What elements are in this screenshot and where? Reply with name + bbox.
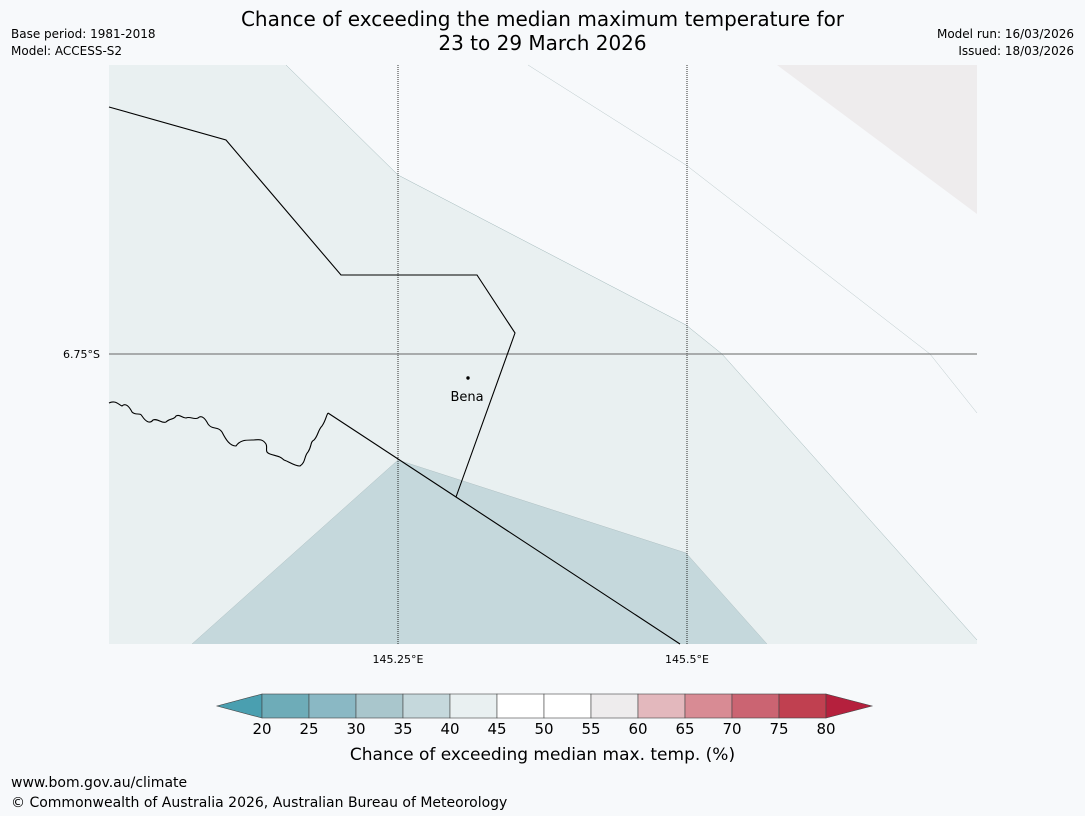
right-metadata: Model run: 16/03/2026 Issued: 18/03/2026: [937, 26, 1074, 60]
colorbar-tick-55: 55: [581, 720, 601, 738]
colorbar-below-arrow: [215, 693, 263, 719]
colorbar-tick-35: 35: [393, 720, 413, 738]
colorbar-segment-70-75: [731, 693, 780, 719]
issued-date: Issued: 18/03/2026: [958, 44, 1074, 58]
longitude-label-145-25: 145.25°E: [373, 653, 424, 666]
model-run: Model run: 16/03/2026: [936, 27, 1074, 41]
colorbar-segment-30-35: [355, 693, 404, 719]
contour-line: [527, 64, 978, 414]
colorbar-tick-20: 20: [252, 720, 272, 738]
colorbar-ticks: 20 25 30 35 40 45 50 55 60 65 70 75 80: [0, 720, 1085, 740]
colorbar-segment-40-45: [449, 693, 498, 719]
region-55-60: [777, 65, 977, 214]
title-line-1: Chance of exceeding the median maximum t…: [240, 7, 845, 31]
colorbar-segment-45-50: [496, 693, 545, 719]
colorbar-tick-60: 60: [628, 720, 648, 738]
contour-line: [191, 459, 768, 645]
colorbar-tick-30: 30: [346, 720, 366, 738]
colorbar-tick-40: 40: [440, 720, 460, 738]
colorbar-tick-75: 75: [769, 720, 789, 738]
colorbar-tick-70: 70: [722, 720, 742, 738]
title-line-2: 23 to 29 March 2026: [438, 31, 647, 55]
colorbar-segment-25-30: [308, 693, 357, 719]
colorbar-tick-25: 25: [299, 720, 319, 738]
colorbar-segment-55-60: [590, 693, 639, 719]
colorbar: [215, 693, 874, 719]
footer-copyright: © Commonwealth of Australia 2026, Austra…: [11, 795, 508, 811]
river-boundary: [108, 401, 329, 467]
model-name: Model: ACCESS-S2: [11, 44, 123, 58]
colorbar-segment-20-25: [261, 693, 310, 719]
colorbar-title: Chance of exceeding median max. temp. (%…: [349, 745, 736, 765]
colorbar-above-arrow: [825, 693, 874, 719]
base-period: Base period: 1981-2018: [11, 27, 156, 41]
colorbar-segment-65-70: [684, 693, 733, 719]
region-35-40: [192, 460, 767, 644]
town-label: Bena: [450, 390, 483, 405]
colorbar-segment-50-55: [543, 693, 592, 719]
colorbar-tick-45: 45: [487, 720, 507, 738]
longitude-label-145-5: 145.5°E: [665, 653, 709, 666]
town-marker: [466, 376, 470, 380]
colorbar-tick-80: 80: [816, 720, 836, 738]
province-boundary: [108, 106, 516, 498]
colorbar-segment-35-40: [402, 693, 451, 719]
footer-url[interactable]: www.bom.gov.au/climate: [11, 775, 188, 791]
colorbar-segment-60-65: [637, 693, 686, 719]
province-boundary: [327, 412, 681, 645]
colorbar-segment-75-80: [778, 693, 827, 719]
latitude-label: 6.75°S: [63, 348, 100, 361]
contour-line: [285, 64, 978, 641]
left-metadata: Base period: 1981-2018 Model: ACCESS-S2: [11, 26, 156, 60]
colorbar-tick-50: 50: [534, 720, 554, 738]
colorbar-tick-65: 65: [675, 720, 695, 738]
chart-title: Chance of exceeding the median maximum t…: [0, 7, 1085, 55]
